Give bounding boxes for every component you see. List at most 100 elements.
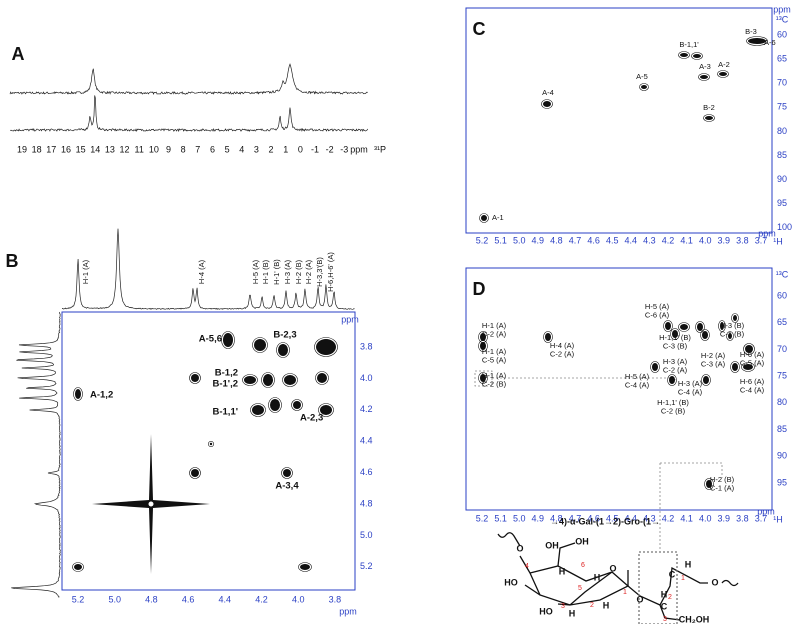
- x-tick-label: 3.9: [718, 513, 731, 523]
- axis-unit: ppm: [757, 506, 775, 516]
- cross-peak: [318, 403, 334, 417]
- cross-peak: [695, 321, 705, 333]
- axis-nucleus: ¹³C: [776, 269, 789, 279]
- peak-label: H-1,1' (B): [659, 333, 691, 342]
- cross-peak: [252, 405, 264, 415]
- cross-peak: [480, 333, 486, 341]
- y-tick-label: 95: [777, 477, 787, 487]
- axis-nucleus: ¹³C: [776, 14, 789, 24]
- spectrum-trace: [61, 228, 355, 310]
- peak-label: C-5 (A): [740, 358, 765, 367]
- cross-peak: [317, 373, 327, 383]
- y-tick-label: 85: [777, 150, 787, 160]
- atom-label: C: [661, 601, 668, 611]
- x-tick-label: 4.6: [587, 235, 600, 245]
- x-tick-label: 3.7: [755, 513, 768, 523]
- peak-label: B-1,1': [213, 407, 239, 418]
- peak-label: A-6: [764, 38, 776, 47]
- cross-peak: [650, 361, 660, 373]
- peak-label: C-4 (A): [678, 387, 703, 396]
- peak-label: H-6,H-6' (A): [326, 252, 335, 292]
- peak-label: C-2 (B): [482, 379, 507, 388]
- cross-peak: [719, 72, 727, 76]
- x-tick-label: 3: [254, 144, 259, 154]
- cross-peak: [191, 374, 199, 382]
- cross-peak: [298, 562, 312, 572]
- cross-peak: [706, 480, 712, 488]
- peak-label: H-2 (A): [304, 259, 313, 284]
- atom-label: H: [594, 572, 601, 582]
- peak-label: A-4: [542, 88, 554, 97]
- x-tick-label: 4.4: [219, 594, 232, 604]
- atom-label: O: [516, 543, 523, 553]
- atom-label: H: [559, 566, 566, 576]
- peak-label: H-1 (A): [482, 347, 507, 356]
- peak-label: C-2 (A): [550, 349, 575, 358]
- atom-label: O: [711, 577, 718, 587]
- peak-label: A-3,4: [275, 481, 299, 492]
- peak-label: H-1 (A): [81, 259, 90, 284]
- peak-label: H-1' (B): [272, 259, 281, 285]
- cross-peak: [278, 344, 288, 356]
- peak-label: B-1',2: [213, 379, 239, 390]
- water-peak: [148, 501, 154, 507]
- cross-peak: [667, 374, 677, 386]
- panel-c-frame: [465, 7, 773, 234]
- cross-peak: [743, 364, 753, 370]
- atom-label: O: [636, 594, 643, 604]
- cross-peak: [717, 70, 729, 78]
- panel-b-frame: [61, 311, 356, 591]
- structure-bonds: [497, 532, 739, 624]
- atom-number: 2: [590, 602, 594, 609]
- cross-peak: [208, 440, 215, 447]
- peak-label: H-3,3'(B): [315, 257, 324, 287]
- x-tick-label: 5.0: [108, 594, 121, 604]
- panel-d-frame: [465, 267, 773, 511]
- x-tick-label: 4.7: [569, 235, 582, 245]
- cross-peak: [291, 399, 303, 411]
- axis-unit: ppm: [350, 144, 368, 154]
- atom-number: 2: [668, 594, 672, 601]
- peak-label: C-3 (A): [701, 359, 726, 368]
- peak-label: C-4 (A): [740, 385, 765, 394]
- cross-peak: [705, 116, 713, 120]
- cross-peak: [663, 320, 673, 332]
- x-tick-label: 4.9: [532, 513, 545, 523]
- x-tick-label: 4.1: [680, 513, 693, 523]
- cross-peak: [223, 333, 233, 347]
- peak-label: H-2 (B): [710, 475, 735, 484]
- panel-label: A: [12, 44, 25, 64]
- x-tick-label: 4.3: [643, 513, 656, 523]
- x-tick-label: 4.5: [606, 513, 619, 523]
- peak-label: B-1,2: [215, 368, 238, 379]
- x-tick-label: -2: [326, 144, 334, 154]
- peak-label: H-2 (A): [701, 351, 726, 360]
- y-tick-label: 3.8: [360, 341, 373, 351]
- x-tick-label: 5.0: [513, 513, 526, 523]
- peak-label: C-2 (A): [482, 329, 507, 338]
- cross-peak: [745, 345, 753, 353]
- atom-label: HO: [539, 606, 553, 616]
- cross-peak: [700, 75, 708, 79]
- peak-label: A-1: [492, 213, 504, 222]
- x-tick-label: 1: [283, 144, 288, 154]
- peak-label: H-5 (A): [625, 372, 650, 381]
- x-tick-label: 0: [298, 144, 303, 154]
- peak-label: C-2 (B): [661, 406, 686, 415]
- cross-peak: [543, 101, 551, 107]
- y-tick-label: 95: [777, 198, 787, 208]
- x-tick-label: 4.8: [145, 594, 158, 604]
- x-tick-label: 12: [120, 144, 130, 154]
- cross-peak: [481, 215, 487, 221]
- y-tick-label: 4.4: [360, 436, 373, 446]
- peak-label: A-2,3: [300, 413, 323, 424]
- x-tick-label: 11: [135, 144, 144, 154]
- y-tick-label: 80: [777, 397, 787, 407]
- x-tick-label: 15: [76, 144, 86, 154]
- cross-peak: [75, 389, 81, 399]
- cross-peak: [268, 397, 282, 413]
- atom-label: HO: [504, 577, 518, 587]
- y-tick-label: 65: [777, 53, 787, 63]
- cross-peak: [209, 442, 213, 446]
